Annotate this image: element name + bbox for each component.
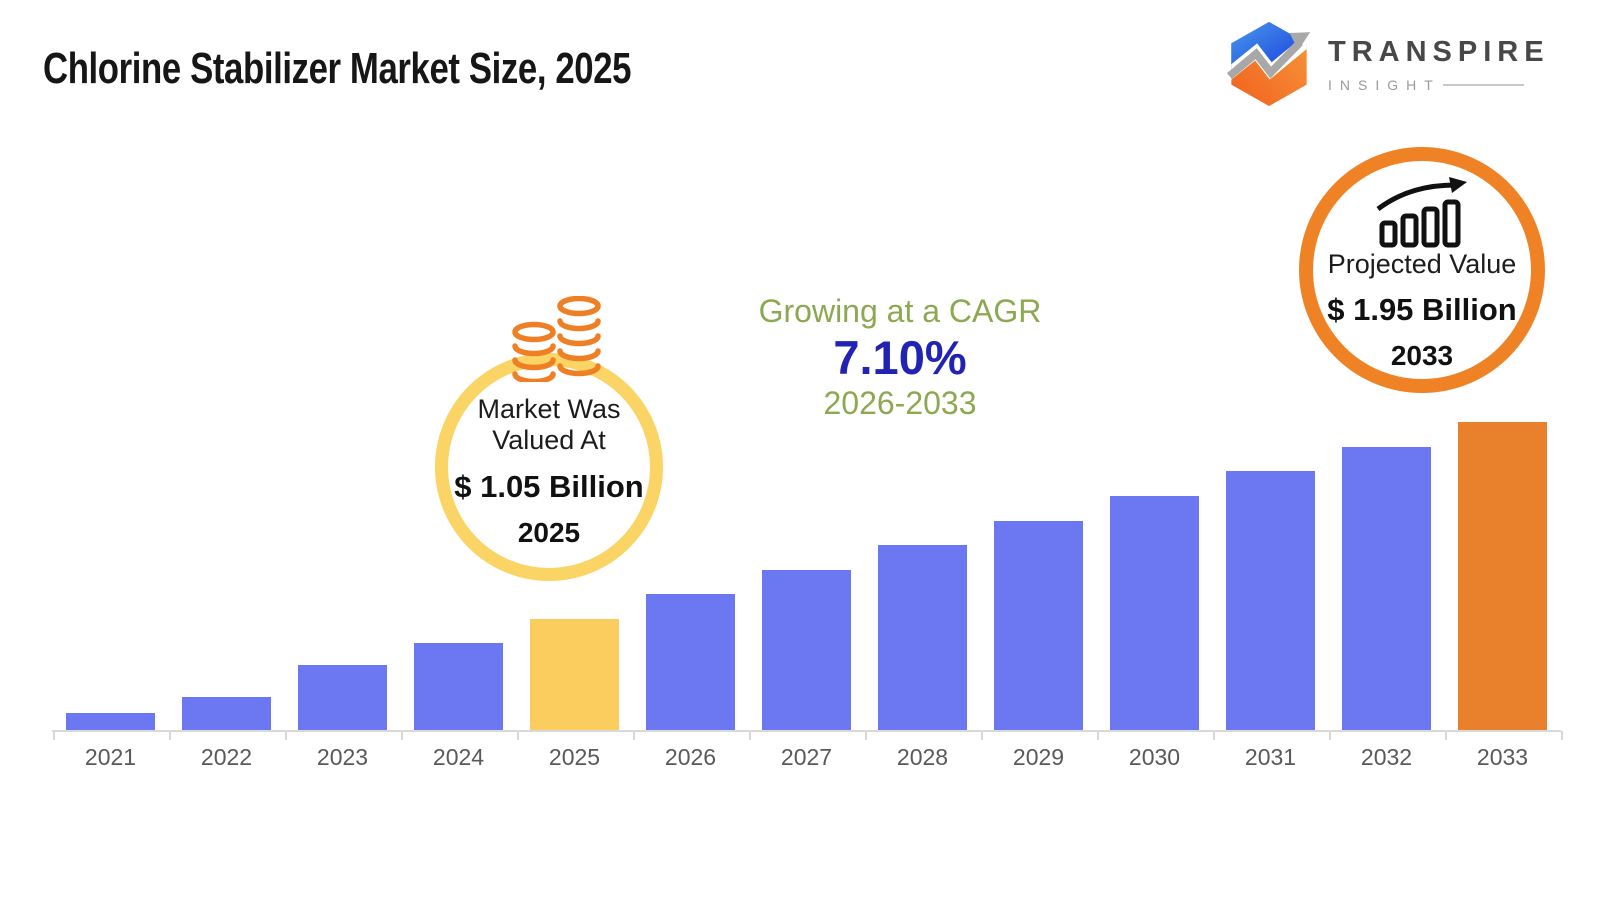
x-axis-line <box>52 730 1561 732</box>
x-axis-tick <box>284 731 287 740</box>
cagr-callout: Growing at a CAGR 7.10% 2026-2033 <box>745 293 1055 422</box>
valuation-year: 2025 <box>517 516 581 548</box>
x-axis-label-2033: 2033 <box>1476 744 1529 770</box>
cagr-period: 2026-2033 <box>823 385 977 422</box>
valuation-caption-line2: Valued At <box>492 425 606 456</box>
coin-stack-icon <box>512 296 601 382</box>
growth-bars-arrow-icon <box>1376 177 1467 248</box>
x-axis-label-2021: 2021 <box>84 744 137 770</box>
logo-rule <box>1442 83 1524 86</box>
x-axis-label-2029: 2029 <box>1012 744 1065 770</box>
x-axis-tick <box>748 731 751 740</box>
x-axis-tick <box>168 731 171 740</box>
projection-amount: $ 1.95 Billion <box>1327 292 1517 328</box>
projection-year: 2033 <box>1390 340 1454 372</box>
x-axis-label-2030: 2030 <box>1128 744 1181 770</box>
x-axis-tick <box>864 731 867 740</box>
logo-wordmark: TRANSPIRE INSIGHT <box>1328 35 1550 93</box>
x-axis-label-2031: 2031 <box>1244 744 1297 770</box>
bar-2023 <box>298 665 387 730</box>
bar-2031 <box>1226 471 1315 730</box>
bar-2026 <box>646 594 735 730</box>
x-axis-tick <box>1096 731 1099 740</box>
bar-2028 <box>878 545 967 730</box>
x-axis-tick <box>516 731 519 740</box>
logo-hexagon-arrow-icon <box>1226 21 1311 107</box>
bar-2032 <box>1342 447 1431 730</box>
cagr-caption: Growing at a CAGR <box>758 293 1042 329</box>
x-axis-tick <box>1444 731 1447 740</box>
bar-2027 <box>762 570 851 730</box>
valuation-amount: $ 1.05 Billion <box>454 468 644 504</box>
bar-2022 <box>182 697 271 730</box>
x-axis-label-2022: 2022 <box>200 744 253 770</box>
x-axis-label-2025: 2025 <box>548 744 601 770</box>
valuation-caption-line1: Market Was <box>477 394 621 424</box>
x-axis-label-2027: 2027 <box>780 744 833 770</box>
x-axis-tick <box>400 731 403 740</box>
cagr-value: 7.10% <box>833 331 967 384</box>
x-axis-label-2023: 2023 <box>316 744 369 770</box>
bar-2029 <box>994 521 1083 730</box>
valuation-2025-callout: Market Was Valued At $ 1.05 Billion 2025 <box>435 353 663 581</box>
x-axis-tick <box>632 731 635 740</box>
x-axis-tick <box>52 731 55 740</box>
projection-2033-callout: Projected Value $ 1.95 Billion 2033 <box>1299 147 1545 393</box>
x-axis-tick <box>1328 731 1331 740</box>
x-axis-label-2024: 2024 <box>432 744 485 770</box>
x-axis-tick <box>980 731 983 740</box>
bar-2021 <box>66 713 155 730</box>
logo-brand-text: TRANSPIRE <box>1328 35 1550 68</box>
x-axis-tick <box>1560 731 1563 740</box>
x-axis-label-2026: 2026 <box>664 744 717 770</box>
x-axis-tick <box>1212 731 1215 740</box>
brand-logo: TRANSPIRE INSIGHT <box>1226 20 1550 108</box>
bar-2030 <box>1110 496 1199 730</box>
bar-2033 <box>1458 422 1547 730</box>
bar-2024 <box>414 643 503 730</box>
bar-2025 <box>530 619 619 730</box>
x-axis-label-2032: 2032 <box>1360 744 1413 770</box>
logo-tagline-text: INSIGHT <box>1328 76 1441 93</box>
projection-caption: Projected Value <box>1327 249 1517 279</box>
x-axis-label-2028: 2028 <box>896 744 949 770</box>
page-title: Chlorine Stabilizer Market Size, 2025 <box>43 44 632 93</box>
